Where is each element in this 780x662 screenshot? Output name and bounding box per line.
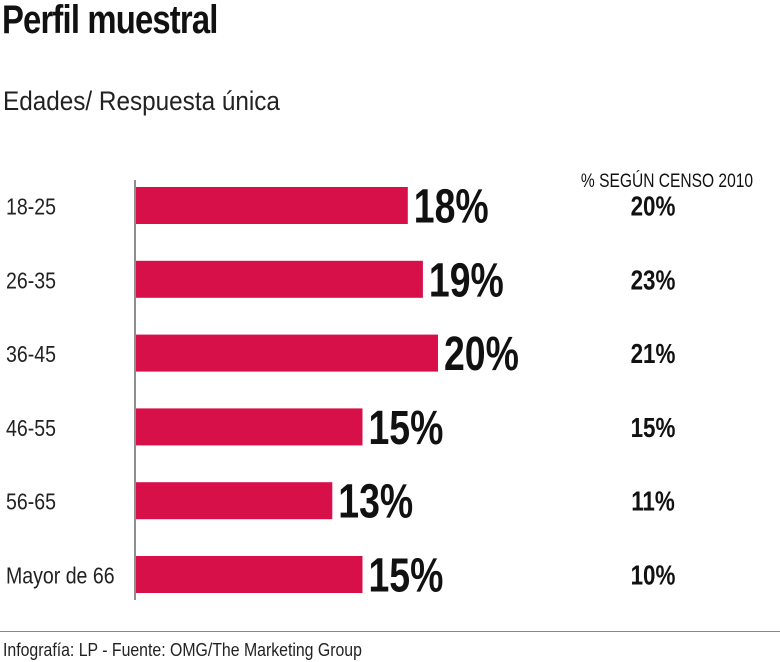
data-label: 20% <box>444 328 519 382</box>
census-header: % SEGÚN CENSO 2010 <box>581 170 753 192</box>
data-label: 15% <box>369 549 444 603</box>
bar <box>136 260 423 298</box>
census-value: 23% <box>631 265 676 296</box>
census-value: 11% <box>631 486 675 517</box>
bar <box>136 482 333 520</box>
category-label: 56-65 <box>6 489 56 515</box>
bar <box>136 334 438 372</box>
category-label: 46-55 <box>6 415 56 441</box>
bar <box>136 408 363 446</box>
bar-chart: % SEGÚN CENSO 2010 18-25 18% 20% 26-35 19% 23… <box>6 170 753 603</box>
category-label: Mayor de 66 <box>6 563 115 589</box>
chart-subtitle: Edades/ Respuesta única <box>3 86 280 116</box>
chart-title: Perfil muestral <box>2 0 218 42</box>
category-label: 18-25 <box>6 194 56 220</box>
data-label: 19% <box>429 254 504 308</box>
data-label: 13% <box>338 475 413 529</box>
census-value: 15% <box>631 413 676 444</box>
bar <box>136 556 363 593</box>
category-label: 36-45 <box>6 342 56 368</box>
bar <box>136 187 408 224</box>
footer-divider <box>0 631 780 632</box>
data-label: 15% <box>369 402 444 456</box>
footer-credit: Infografía: LP - Fuente: OMG/The Marketi… <box>3 640 362 660</box>
data-label: 18% <box>414 180 489 234</box>
category-label: 26-35 <box>6 268 56 294</box>
census-value: 10% <box>631 560 676 591</box>
census-value: 20% <box>631 191 676 222</box>
census-value: 21% <box>631 339 676 370</box>
